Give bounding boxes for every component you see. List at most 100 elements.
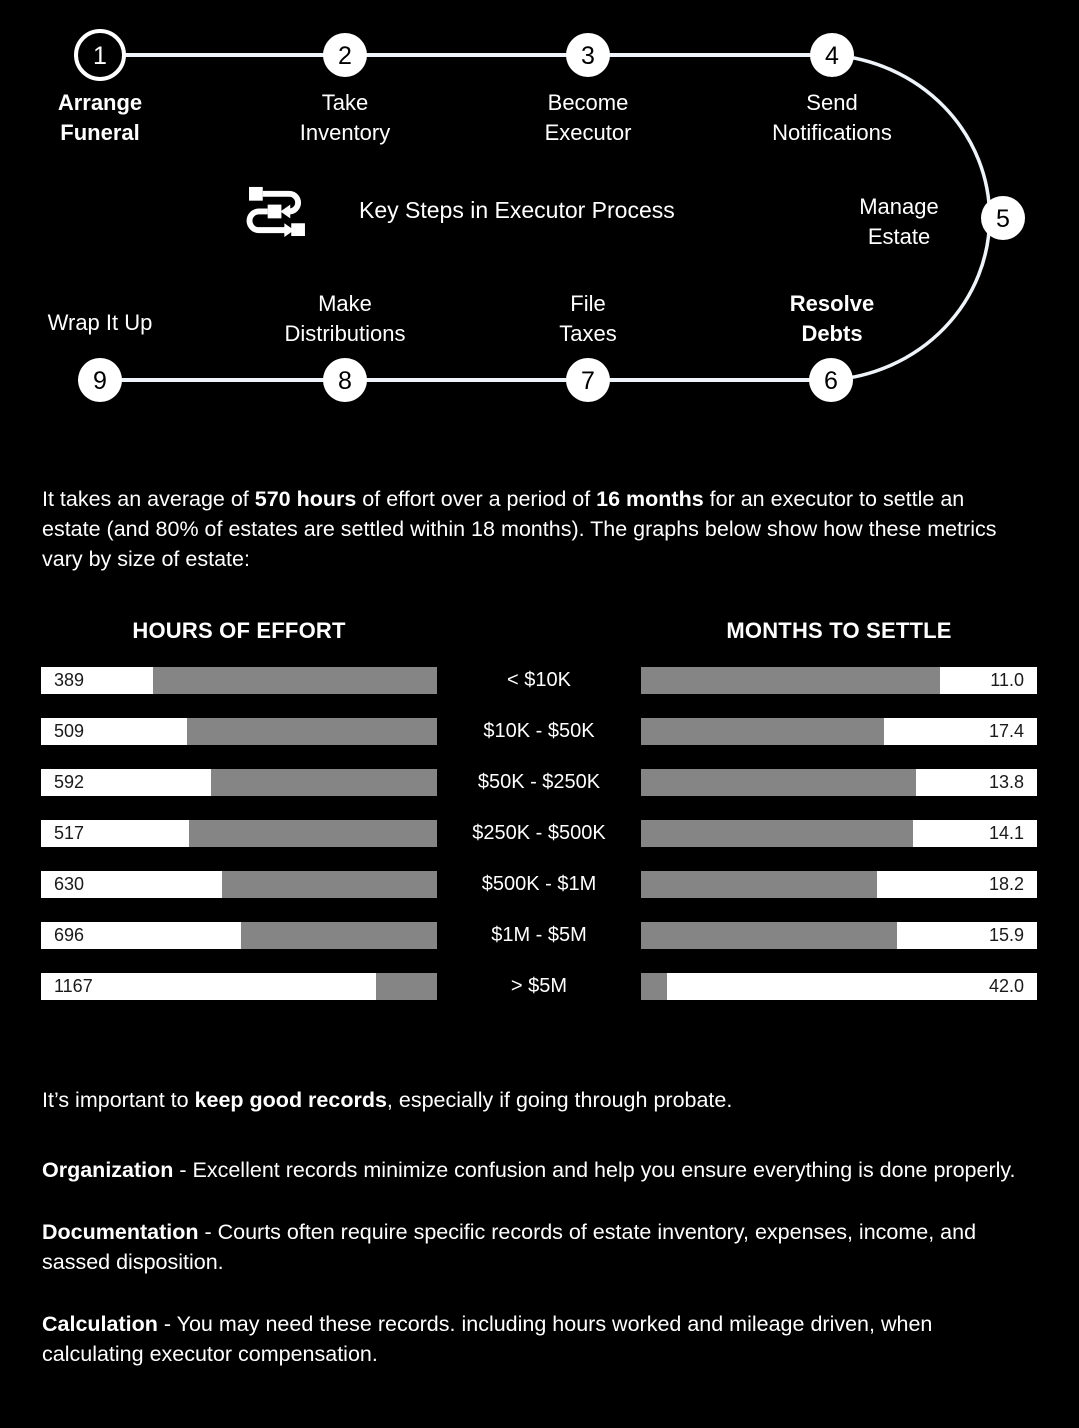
step-label-5: Manage Estate [859,194,939,249]
records-organization: Organization - Excellent records minimiz… [42,1158,1016,1182]
process-flow-icon [246,186,305,237]
months-bar: 13.8 [641,769,1037,796]
step-circle-2 [323,33,367,77]
hours-bar: 389 [41,667,437,694]
months-bar: 42.0 [641,973,1037,1000]
step-number-2: 2 [338,42,352,70]
step-label-2: Take Inventory [299,90,391,145]
months-bar-fill: 15.9 [897,922,1037,949]
months-bar: 17.4 [641,718,1037,745]
step-number-4: 4 [825,42,839,70]
months-bar-fill: 17.4 [883,718,1037,745]
months-bar: 14.1 [641,820,1037,847]
step-label-1: Arrange Funeral [57,90,143,145]
records-documentation: Documentation - Courts often require spe… [42,1220,977,1274]
months-value-label: 17.4 [988,721,1024,741]
estate-size-label: > $5M [510,975,568,997]
hours-bar: 517 [41,820,437,847]
chart-row: 509 $10K - $50K 17.4 [41,718,1038,745]
months-value-label: 18.2 [988,874,1024,894]
hours-bar-fill: 630 [41,871,222,898]
estate-size-label: $500K - $1M [481,873,597,895]
hours-bar-fill: 517 [41,820,190,847]
chart-row: 517 $250K - $500K 14.1 [41,820,1038,847]
step-circle-5 [981,196,1025,240]
step-label-4: Send Notifications [772,90,892,145]
months-bar: 18.2 [641,871,1037,898]
step-label-9: Wrap It Up [47,310,153,335]
records-section: It’s important to keep good records, esp… [42,1085,1022,1369]
step-label-8: Make Distributions [284,291,406,346]
step-number-7: 7 [581,367,595,395]
step-circle-8 [323,358,367,402]
hours-value-label: 1167 [54,976,93,996]
step-number-1: 1 [93,42,107,70]
months-value-label: 15.9 [988,925,1024,945]
estate-size-label: < $10K [507,669,571,691]
hours-bar-fill: 389 [41,667,153,694]
step-circle-7 [566,358,610,402]
step-label-7: File Taxes [559,291,617,346]
chart-header-months: MONTHS TO SETTLE [726,618,952,643]
hours-bar-fill: 696 [41,922,241,949]
months-bar-fill: 42.0 [667,973,1037,1000]
months-value-label: 14.1 [988,823,1024,843]
step-circle-4 [810,33,854,77]
estate-size-label: $1M - $5M [491,924,587,946]
months-value-label: 42.0 [988,976,1024,996]
records-intro: It’s important to keep good records, esp… [42,1088,733,1112]
charts-section: HOURS OF EFFORT MONTHS TO SETTLE 389 < $1… [0,618,1079,1000]
chart-row: 630 $500K - $1M 18.2 [41,871,1038,898]
hours-value-label: 696 [54,925,85,945]
months-value-label: 13.8 [988,772,1024,792]
months-bar-fill: 13.8 [915,769,1037,796]
hours-value-label: 509 [54,721,85,741]
chart-header-spacer [437,618,641,644]
step-circle-3 [566,33,610,77]
estate-size-label: $250K - $500K [472,822,606,844]
chart-row: 1167 > $5M 42.0 [41,973,1038,1000]
hours-value-label: 389 [54,670,85,690]
hours-bar: 696 [41,922,437,949]
flow-title: Key Steps in Executor Process [359,197,675,223]
hours-bar-fill: 1167 [41,973,376,1000]
process-flow-connectors: 1 2 3 4 5 6 7 8 9 [74,29,1025,402]
months-bar-fill: 11.0 [940,667,1037,694]
hours-bar: 630 [41,871,437,898]
records-calculation: Calculation - You may need these records… [42,1312,933,1366]
intro-text: It takes an average of 570 hours of effo… [42,487,997,571]
months-bar-fill: 14.1 [912,820,1037,847]
step-number-5: 5 [996,205,1010,233]
hours-bar: 509 [41,718,437,745]
step-circle-9 [78,358,122,402]
step-circle-6 [809,358,853,402]
hours-value-label: 592 [54,772,85,792]
months-bar: 15.9 [641,922,1037,949]
step-number-3: 3 [581,42,595,70]
step-number-8: 8 [338,367,352,395]
chart-row: 389 < $10K 11.0 [41,667,1038,694]
hours-bar-fill: 592 [41,769,211,796]
hours-value-label: 517 [54,823,85,843]
chart-headers: HOURS OF EFFORT MONTHS TO SETTLE [41,618,1038,644]
months-bar-fill: 18.2 [876,871,1037,898]
chart-rows: 389 < $10K 11.0 509 $10K - $50K 17.4 592 $50K -… [0,667,1079,1000]
step-label-6: Resolve Debts [789,291,875,346]
chart-row: 592 $50K - $250K 13.8 [41,769,1038,796]
process-flow-section: 1 2 3 4 5 6 7 8 9 Arrange Funeral Take Inventory Bec… [0,0,1079,460]
months-value-label: 11.0 [990,670,1024,690]
months-bar: 11.0 [641,667,1037,694]
hours-bar: 1167 [41,973,437,1000]
estate-size-label: $50K - $250K [477,771,601,793]
step-number-9: 9 [93,367,107,395]
chart-header-hours: HOURS OF EFFORT [132,618,346,643]
hours-value-label: 630 [54,874,85,894]
chart-row: 696 $1M - $5M 15.9 [41,922,1038,949]
step-label-3: Become Executor [544,90,632,145]
step-number-6: 6 [824,367,838,395]
hours-bar: 592 [41,769,437,796]
flow-title-row: Key Steps in Executor Process [246,184,675,237]
hours-bar-fill: 509 [41,718,188,745]
estate-size-label: $10K - $50K [483,720,595,742]
step-circle-1 [74,29,126,81]
